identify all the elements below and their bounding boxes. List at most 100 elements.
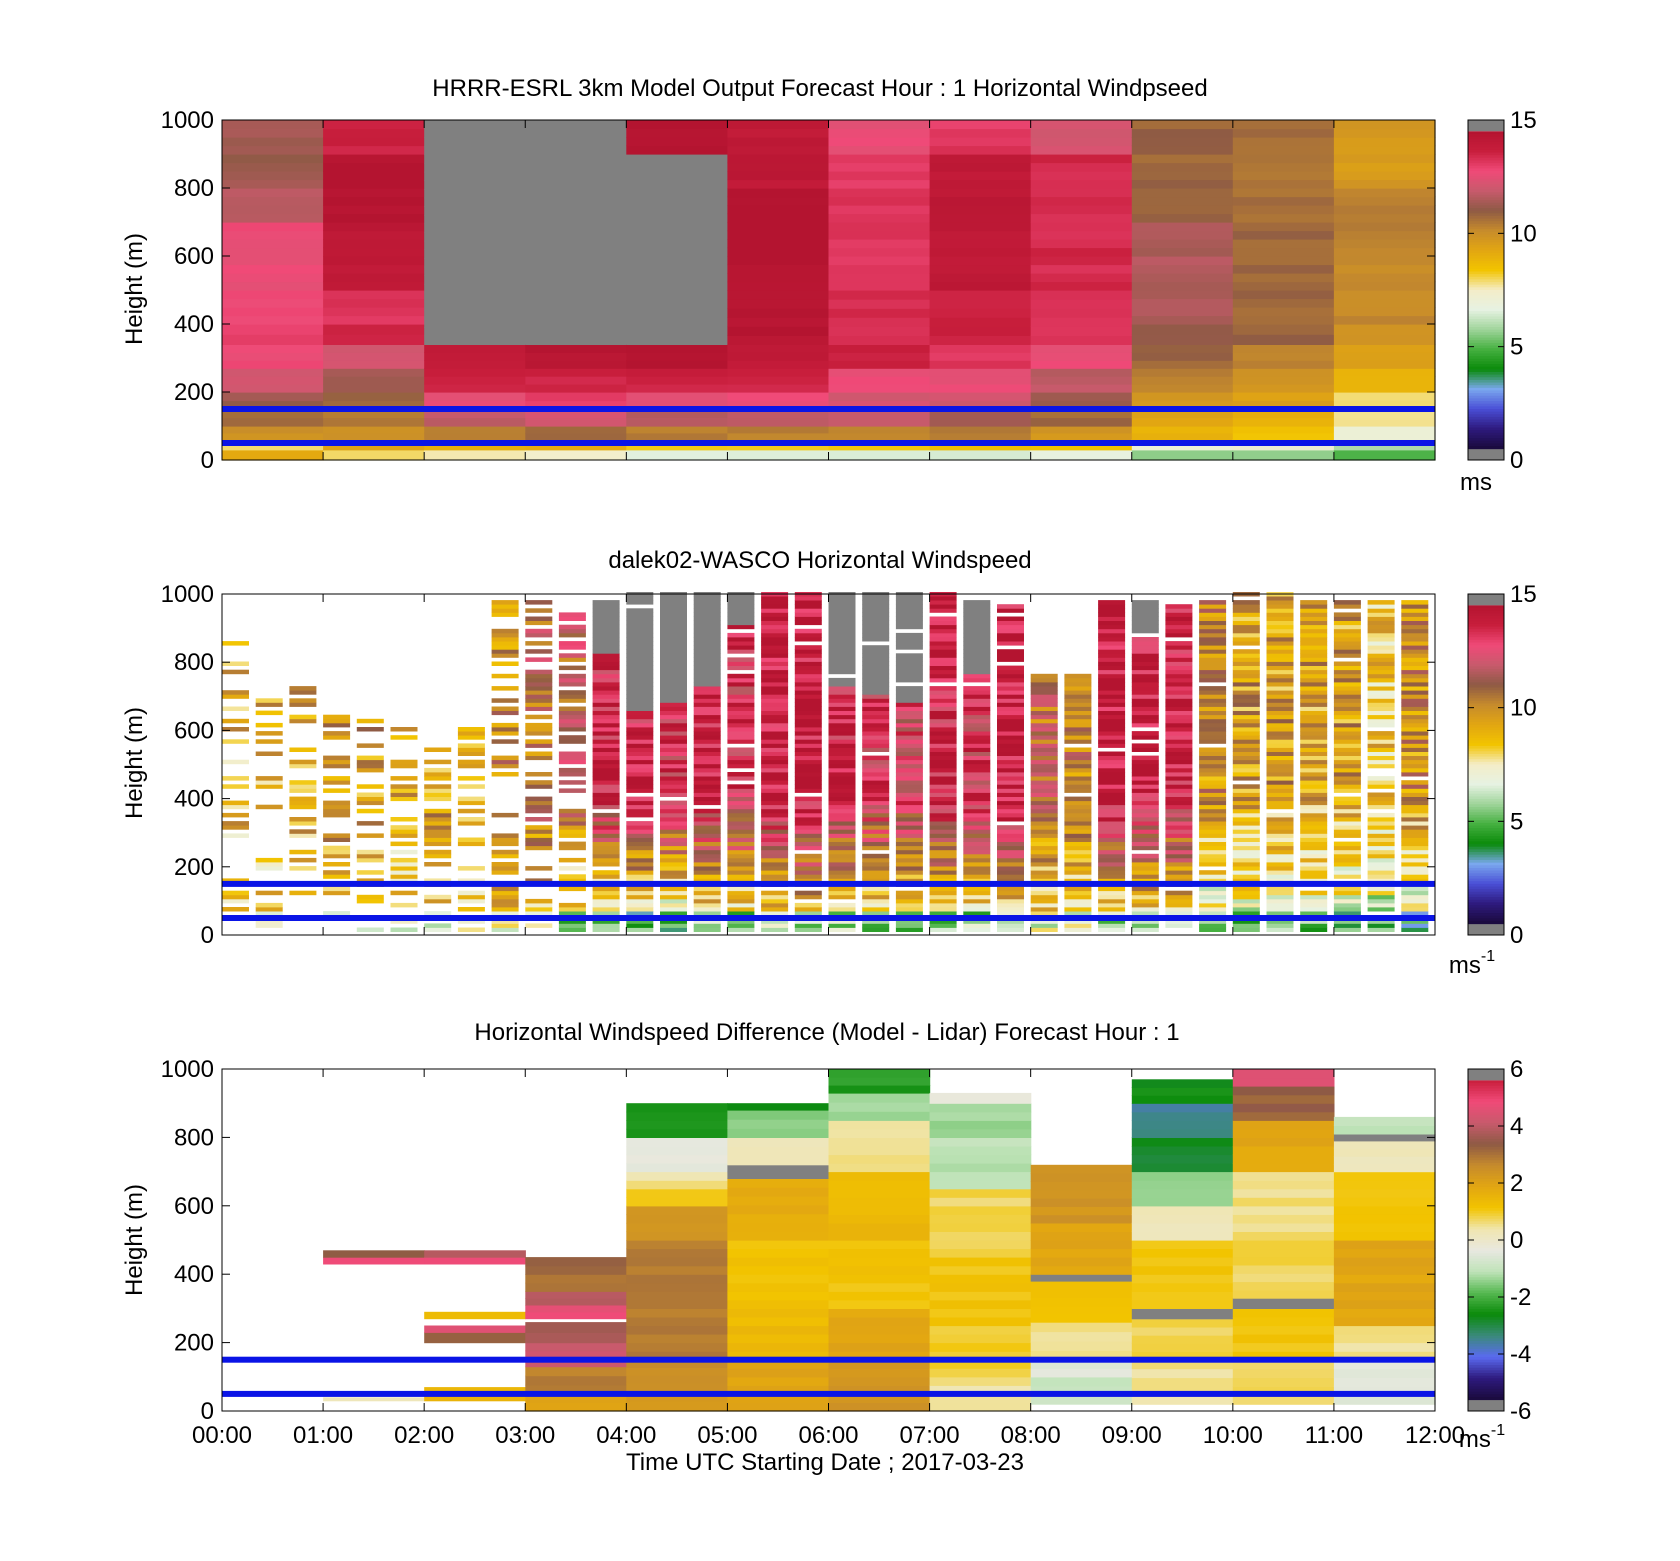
lidar-cell [761,641,789,646]
difference-colorbar-segment [1468,1194,1504,1198]
lidar-reference-line [222,915,1435,921]
lidar-cell [761,870,789,875]
lidar-cell [356,759,384,765]
lidar-cell [1165,665,1193,671]
lidar-cell [1030,735,1058,740]
lidar-cell [1333,821,1361,826]
model-cell [727,264,830,274]
lidar-cell [1165,796,1193,802]
lidar-cell [1165,923,1193,928]
model-cell [828,154,931,164]
lidar-cell [929,837,957,842]
lidar-cell [390,763,418,769]
lidar-cell [1199,755,1227,761]
difference-colorbar-segment [1468,1373,1504,1377]
lidar-cell [1401,833,1429,838]
difference-cell [1232,1256,1335,1266]
lidar-cell [457,747,485,752]
lidar-cell [1401,800,1429,806]
lidar-cell [895,661,923,666]
lidar-cell [592,902,620,908]
lidar-colorbar-segment [1468,695,1504,699]
model-cell [727,120,830,130]
lidar-cell [1098,853,1126,859]
lidar-cell [693,645,721,650]
lidar-cell [255,710,283,716]
model-cell [929,222,1032,232]
lidar-cell [761,862,789,867]
lidar-cell [895,645,923,650]
difference-cell [1131,1299,1234,1309]
lidar-cell [356,894,384,900]
lidar-cell [660,837,687,842]
model-cell [828,179,931,189]
difference-y-tick-label: 0 [201,1398,214,1425]
lidar-cell [963,694,991,699]
model-cell [1131,334,1234,345]
model-colorbar-tick-label: 10 [1510,220,1537,247]
lidar-cell [592,853,620,859]
lidar-cell [491,907,519,912]
lidar-cell [1165,894,1193,900]
difference-colorbar-cap [1468,1399,1504,1411]
model-colorbar-segment [1468,274,1504,278]
lidar-colorbar-segment [1468,650,1504,654]
lidar-cell [1232,608,1260,613]
difference-cell [626,1342,728,1352]
model-cell [727,230,830,240]
lidar-cell [1367,735,1395,740]
lidar-cell [727,612,755,617]
lidar-cell [1232,722,1260,728]
lidar-cell [1300,776,1328,781]
lidar-cell [1401,772,1429,777]
lidar-cell [1064,833,1092,838]
lidar-colorbar-segment [1468,897,1504,901]
difference-cell [727,1128,830,1138]
difference-colorbar-segment [1468,1154,1504,1159]
lidar-cell [1098,657,1126,662]
lidar-colorbar-segment [1468,727,1504,731]
difference-cell [929,1308,1032,1318]
lidar-cell [794,616,822,621]
difference-cell [828,1351,931,1361]
model-colorbar-segment [1468,231,1504,235]
difference-cell [626,1163,728,1173]
lidar-cell [1165,714,1193,720]
lidar-cell [1131,755,1159,761]
lidar-cell [1098,665,1126,671]
lidar-cell [1165,866,1193,871]
lidar-cell [660,898,687,904]
lidar-cell [1098,624,1126,630]
lidar-cell [390,825,418,830]
lidar-cell [693,808,721,814]
model-colorbar-segment [1468,160,1504,164]
lidar-cell [1333,702,1361,707]
lidar-cell [1333,641,1361,646]
model-cell [828,281,931,291]
model-cell [525,266,627,276]
lidar-cell [828,596,856,601]
lidar-cell [1199,624,1227,630]
lidar-cell [592,849,620,855]
lidar-cell [693,919,721,924]
difference-colorbar-segment [1468,1210,1504,1214]
lidar-cell [1199,739,1227,744]
lidar-cell [1199,817,1227,822]
lidar-cell [693,833,721,838]
model-cell [1030,179,1133,189]
difference-cell [626,1197,728,1207]
lidar-cell [1165,776,1193,781]
lidar-cell [626,857,654,863]
model-cell [727,392,830,402]
lidar-cell [222,825,249,830]
lidar-cell [1232,825,1260,830]
lidar-cell [1165,686,1193,691]
lidar-cell [1300,673,1328,679]
lidar-cell [862,894,890,900]
lidar-cell [862,866,890,871]
model-cell [1333,324,1436,335]
lidar-cell [761,780,789,785]
lidar-cell [1367,714,1395,720]
lidar-cell [592,919,620,924]
difference-colorbar-segment [1468,1141,1504,1145]
